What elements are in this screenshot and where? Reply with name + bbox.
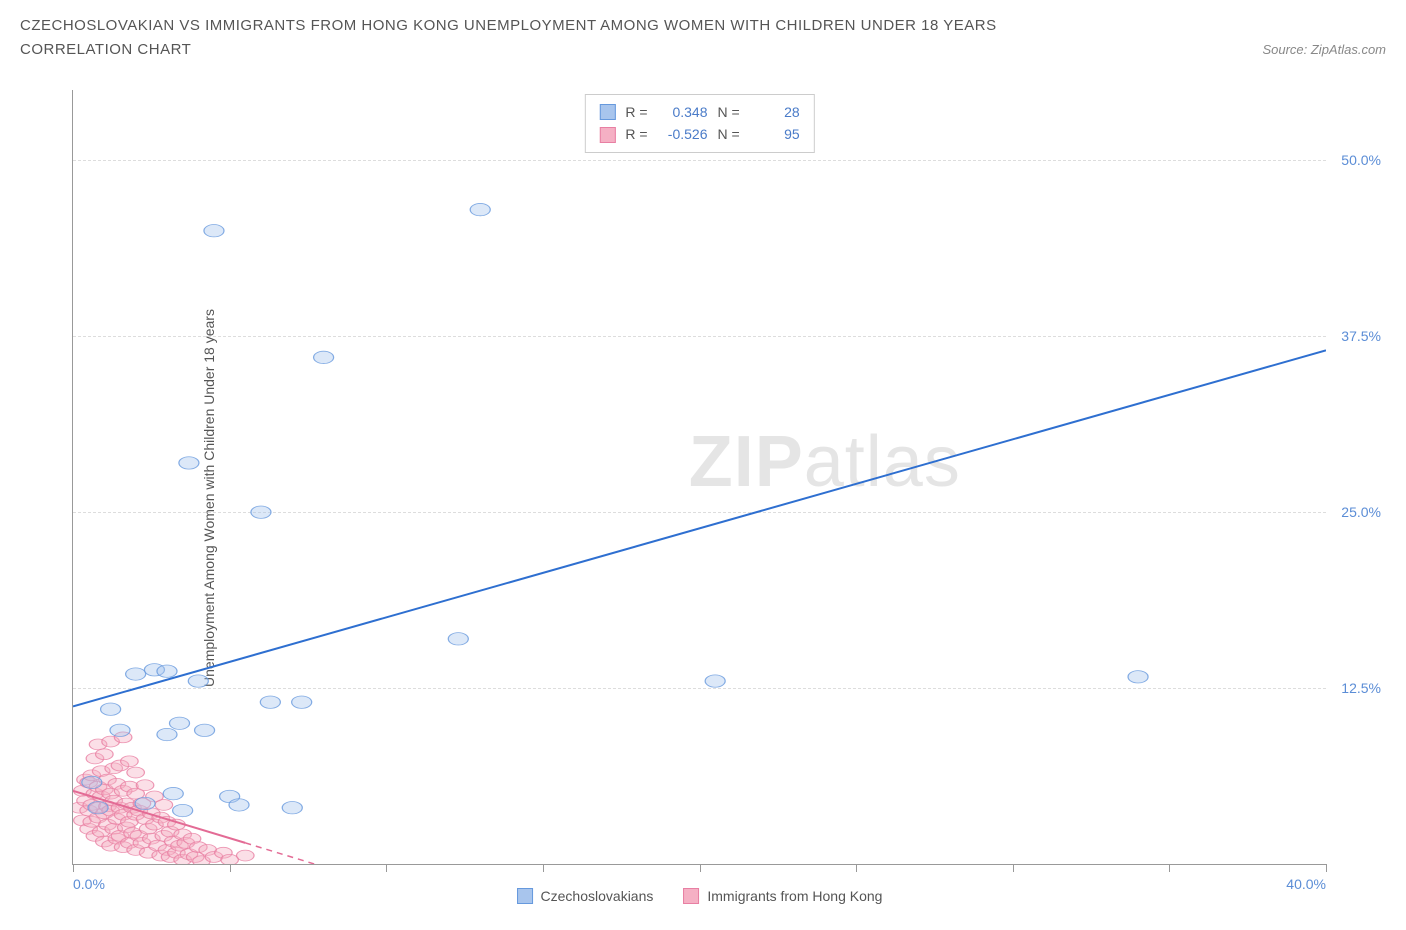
data-point [157,665,177,677]
plot-area: ZIPatlas R = 0.348 N = 28 R = -0.526 N =… [72,90,1326,865]
data-point [169,717,189,729]
data-point [101,703,121,715]
chart-title: CZECHOSLOVAKIAN VS IMMIGRANTS FROM HONG … [20,12,1386,39]
data-point [1128,671,1148,683]
x-tick [1013,864,1014,872]
series-legend: Czechoslovakians Immigrants from Hong Ko… [517,888,883,904]
x-tick [1169,864,1170,872]
data-point [82,776,102,788]
data-point [448,633,468,645]
correlation-legend: R = 0.348 N = 28 R = -0.526 N = 95 [584,94,814,153]
n-value-a: 28 [750,101,800,123]
data-point [204,225,224,237]
data-point [155,799,173,810]
plot-svg [73,90,1326,864]
chart-subtitle: CORRELATION CHART [20,41,191,58]
swatch-a [599,104,615,120]
swatch-b-bottom [683,888,699,904]
data-point [157,728,177,740]
chart-container: Unemployment Among Women with Children U… [20,85,1386,910]
data-point [314,351,334,363]
data-point [195,724,215,736]
data-point [163,787,183,799]
x-tick-label: 0.0% [73,876,105,892]
n-value-b: 95 [750,123,800,145]
swatch-a-bottom [517,888,533,904]
y-tick-label: 50.0% [1341,152,1381,168]
x-tick [73,864,74,872]
data-point [221,854,239,864]
data-point [126,668,146,680]
data-point [121,756,139,767]
data-point [292,696,312,708]
legend-item-a: Czechoslovakians [517,888,654,904]
r-label-b: R = [625,123,647,145]
source-attribution: Source: ZipAtlas.com [1262,42,1386,57]
n-label-a: N = [718,101,740,123]
data-point [173,804,193,816]
x-tick [386,864,387,872]
y-tick-label: 25.0% [1341,504,1381,520]
x-tick [856,864,857,872]
data-point [136,780,154,791]
data-point [237,850,255,861]
data-point [705,675,725,687]
legend-label-a: Czechoslovakians [541,888,654,904]
y-tick-label: 37.5% [1341,328,1381,344]
legend-row-b: R = -0.526 N = 95 [599,123,799,145]
r-value-a: 0.348 [658,101,708,123]
trend-line [245,843,323,864]
legend-label-b: Immigrants from Hong Kong [707,888,882,904]
x-tick [700,864,701,872]
subtitle-row: CORRELATION CHART Source: ZipAtlas.com [20,41,1386,58]
data-point [96,749,114,760]
n-label-b: N = [718,123,740,145]
x-tick [543,864,544,872]
legend-row-a: R = 0.348 N = 28 [599,101,799,123]
data-point [251,506,271,518]
trend-line [73,350,1326,706]
x-tick [230,864,231,872]
data-point [470,203,490,215]
x-tick-label: 40.0% [1286,876,1326,892]
legend-item-b: Immigrants from Hong Kong [683,888,882,904]
r-label-a: R = [625,101,647,123]
y-tick-label: 12.5% [1341,680,1381,696]
x-tick [1326,864,1327,872]
data-point [135,797,155,809]
data-point [110,724,130,736]
data-point [88,802,108,814]
chart-header: CZECHOSLOVAKIAN VS IMMIGRANTS FROM HONG … [0,0,1406,58]
data-point [179,457,199,469]
r-value-b: -0.526 [658,123,708,145]
data-point [260,696,280,708]
data-point [188,675,208,687]
data-point [282,802,302,814]
swatch-b [599,127,615,143]
data-point [229,799,249,811]
data-point [127,767,145,778]
